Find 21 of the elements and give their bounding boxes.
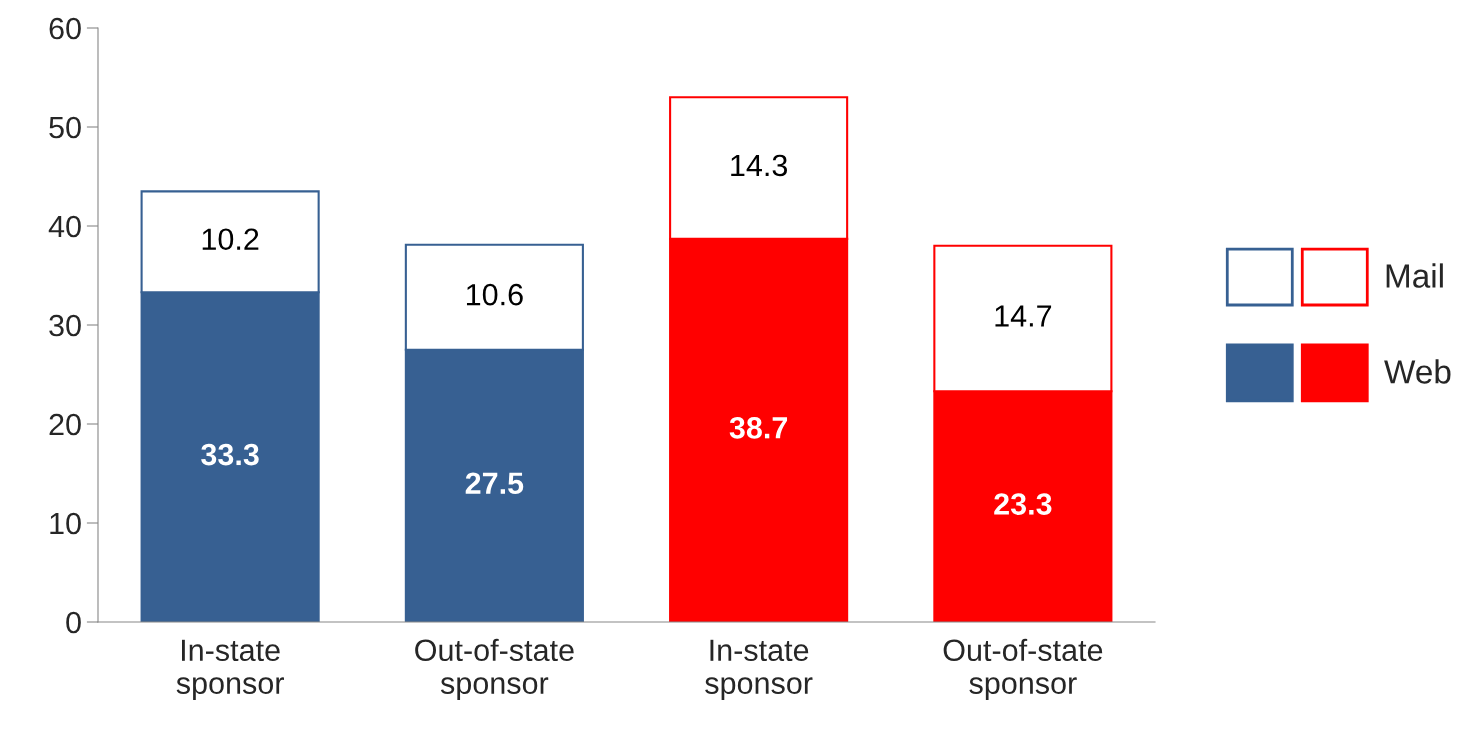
data-label: 33.3 xyxy=(201,443,259,466)
data-label: 14.7 xyxy=(995,305,1052,327)
x-tick-label: In-state sponsor xyxy=(705,639,813,701)
data-label: 10.2 xyxy=(202,228,259,251)
y-tick-label: 40 xyxy=(48,215,81,238)
data-label: 23.3 xyxy=(994,493,1052,515)
legend-label: Mail xyxy=(1386,263,1443,288)
data-label: 10.6 xyxy=(466,283,523,306)
y-tick-label: 10 xyxy=(50,512,81,535)
y-tick-label: 20 xyxy=(49,413,81,436)
legend-label: Web xyxy=(1384,359,1451,384)
data-label: 27.5 xyxy=(465,472,524,495)
y-tick-label: 30 xyxy=(49,314,81,337)
y-tick-label: 50 xyxy=(49,116,81,139)
y-tick-label: 60 xyxy=(49,17,81,40)
x-tick-label: Out-of-state sponsor xyxy=(415,638,574,701)
data-label: 38.7 xyxy=(729,417,788,439)
x-tick-label: In-state sponsor xyxy=(176,639,284,701)
data-label: 14.3 xyxy=(731,154,788,177)
y-tick-label: 0 xyxy=(66,611,81,634)
x-tick-label: Out-of-state sponsor xyxy=(943,638,1103,701)
